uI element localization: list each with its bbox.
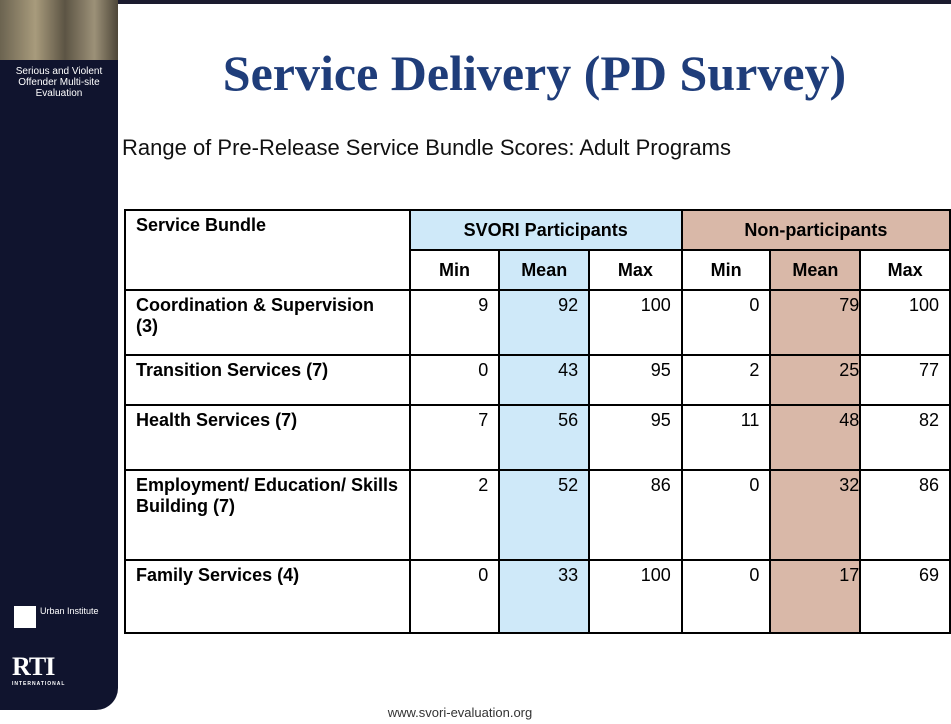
subtitle: Range of Pre-Release Service Bundle Scor… [122,135,731,160]
cell-value: 56 [498,404,591,471]
cell-value: 2 [680,354,772,406]
cell-value: 0 [680,469,772,561]
cell-value: 69 [859,559,951,634]
row-label: Family Services (4) [124,559,411,634]
cell-value: 100 [859,289,951,356]
cell-value: 9 [408,289,501,356]
subheader: Min [408,249,501,291]
cell-value: 95 [588,354,683,406]
cell-value: 25 [769,354,862,406]
cell-value: 77 [859,354,951,406]
cell-value: 0 [680,289,772,356]
row-label: Employment/ Education/ Skills Building (… [124,469,411,561]
cell-value: 52 [498,469,591,561]
urban-logo [14,606,36,628]
group-header: SVORI Participants [408,209,683,251]
cell-value: 2 [408,469,501,561]
subheader: Mean [769,249,862,291]
data-row: Transition Services (7) 0 43 95 2 25 77 [124,354,951,406]
frame [0,0,951,4]
subheader-row: Min Mean Max Min Mean Max [125,249,951,291]
cell-value: 86 [859,469,951,561]
cell-value: 33 [498,559,591,634]
header-row: Service Bundle SVORI Participants Non-part… [124,209,951,291]
data-row: Employment/ Education/ Skills Building (… [124,469,951,561]
cell-value: 11 [680,404,772,471]
cell-value: 100 [588,289,683,356]
row-label: Health Services (7) [124,404,411,471]
corner-header: Service Bundle [124,209,411,291]
sidebar: Serious and Violent Offender Multi-site … [0,0,118,710]
rti-sub: INTERNATIONAL [12,681,66,687]
cell-value: 7 [408,404,501,471]
program-name: Serious and Violent Offender Multi-site … [15,66,103,99]
cell-value: 82 [859,404,951,471]
rti-logo: RTI [12,652,55,681]
data-row: Health Services (7) 7 56 95 11 48 82 [124,404,951,471]
urban-label: Urban Institute [40,606,99,616]
subheader: Mean [498,249,591,291]
cell-value: 17 [769,559,862,634]
cell-value: 43 [498,354,591,406]
cell-value: 0 [408,354,501,406]
footer-url: www.svori-evaluation.org [387,705,533,720]
cell-value: 0 [680,559,772,634]
subheader: Min [680,249,772,291]
cell-value: 48 [769,404,862,471]
cell-value: 100 [588,559,683,634]
subheader: Max [588,249,683,291]
cell-value: 32 [769,469,862,561]
data-row: Coordination & Supervision (3) 9 92 100 0 79 1… [124,289,951,356]
title: Service Delivery (PD Survey) [222,45,847,101]
scores-table: Service Bundle SVORI Participants Non-part… [124,209,951,634]
subheader: Max [859,249,951,291]
data-row: Family Services (4) 0 33 100 0 17 69 [124,559,951,634]
row-label: Transition Services (7) [124,354,411,406]
cell-value: 95 [588,404,683,471]
cell-value: 79 [769,289,862,356]
row-label: Coordination & Supervision (3) [124,289,411,356]
cell-value: 86 [588,469,683,561]
cell-value: 0 [408,559,501,634]
group-header: Non-participants [680,209,951,251]
photo [0,0,118,60]
cell-value: 92 [498,289,591,356]
